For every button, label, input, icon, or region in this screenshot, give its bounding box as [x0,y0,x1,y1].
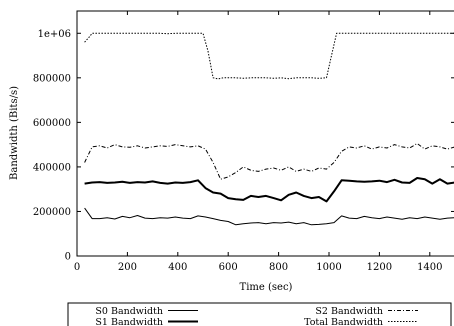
x-axis: 0 200 400 600 800 1000 1200 1400 [74,11,443,273]
series-line-total-bandwidth [85,33,454,79]
y-tick-label: 600000 [33,118,71,129]
y-tick-label: 400000 [33,162,71,173]
y-tick-label: 800000 [33,73,71,84]
x-tick-label: 0 [74,262,80,273]
plot-frame [77,11,454,256]
x-tick-label: 1400 [417,262,442,273]
y-axis: 0 200000 400000 600000 800000 1e+06 [33,29,454,263]
x-tick-label: 800 [269,262,288,273]
y-tick-label: 1e+06 [38,29,71,40]
x-tick-label: 400 [168,262,187,273]
series-line-s1-bandwidth [85,178,454,201]
series-layer [85,33,454,225]
legend-label: S1 Bandwidth [95,317,163,326]
x-axis-label: Time (sec) [240,282,293,293]
legend-label: Total Bandwidth [304,317,383,326]
x-tick-label: 200 [118,262,137,273]
y-tick-label: 0 [65,252,71,263]
x-tick-label: 1000 [316,262,341,273]
series-line-s2-bandwidth [85,144,454,180]
x-tick-label: 1200 [367,262,392,273]
series-line-s0-bandwidth [85,208,454,225]
y-axis-label: Bandwidth (Bits/s) [9,86,20,180]
legend-label: S0 Bandwidth [95,306,163,317]
x-tick-label: 600 [219,262,238,273]
y-tick-label: 200000 [33,207,71,218]
legend-label: S2 Bandwidth [315,306,383,317]
